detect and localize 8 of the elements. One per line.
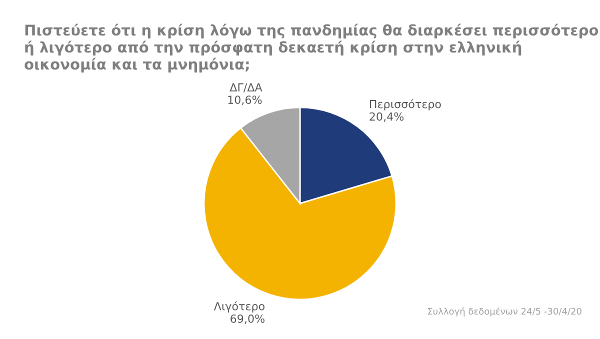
data-label: 20,4% <box>370 112 404 122</box>
chart-title: Πιστεύετε ότι η κρίση λόγω της πανδημίας θα διαρκέσει περισσότερο ή λιγότερο από την πρόσφατη δεκαετή κρίση στην ελληνική οικονομία και τα μνημόνια; <box>24 24 598 73</box>
slice-label: ΔΓ/ΔΑ <box>230 83 262 92</box>
slice-label: Λιγότερο <box>214 301 264 313</box>
slice-label: Περισσότερο <box>370 99 441 110</box>
data-label: 69,0% <box>230 314 264 324</box>
data-label: 10,6% <box>228 96 262 106</box>
text: Συλλογή δεδομένων 24/5 -30/4/20 <box>428 307 582 316</box>
